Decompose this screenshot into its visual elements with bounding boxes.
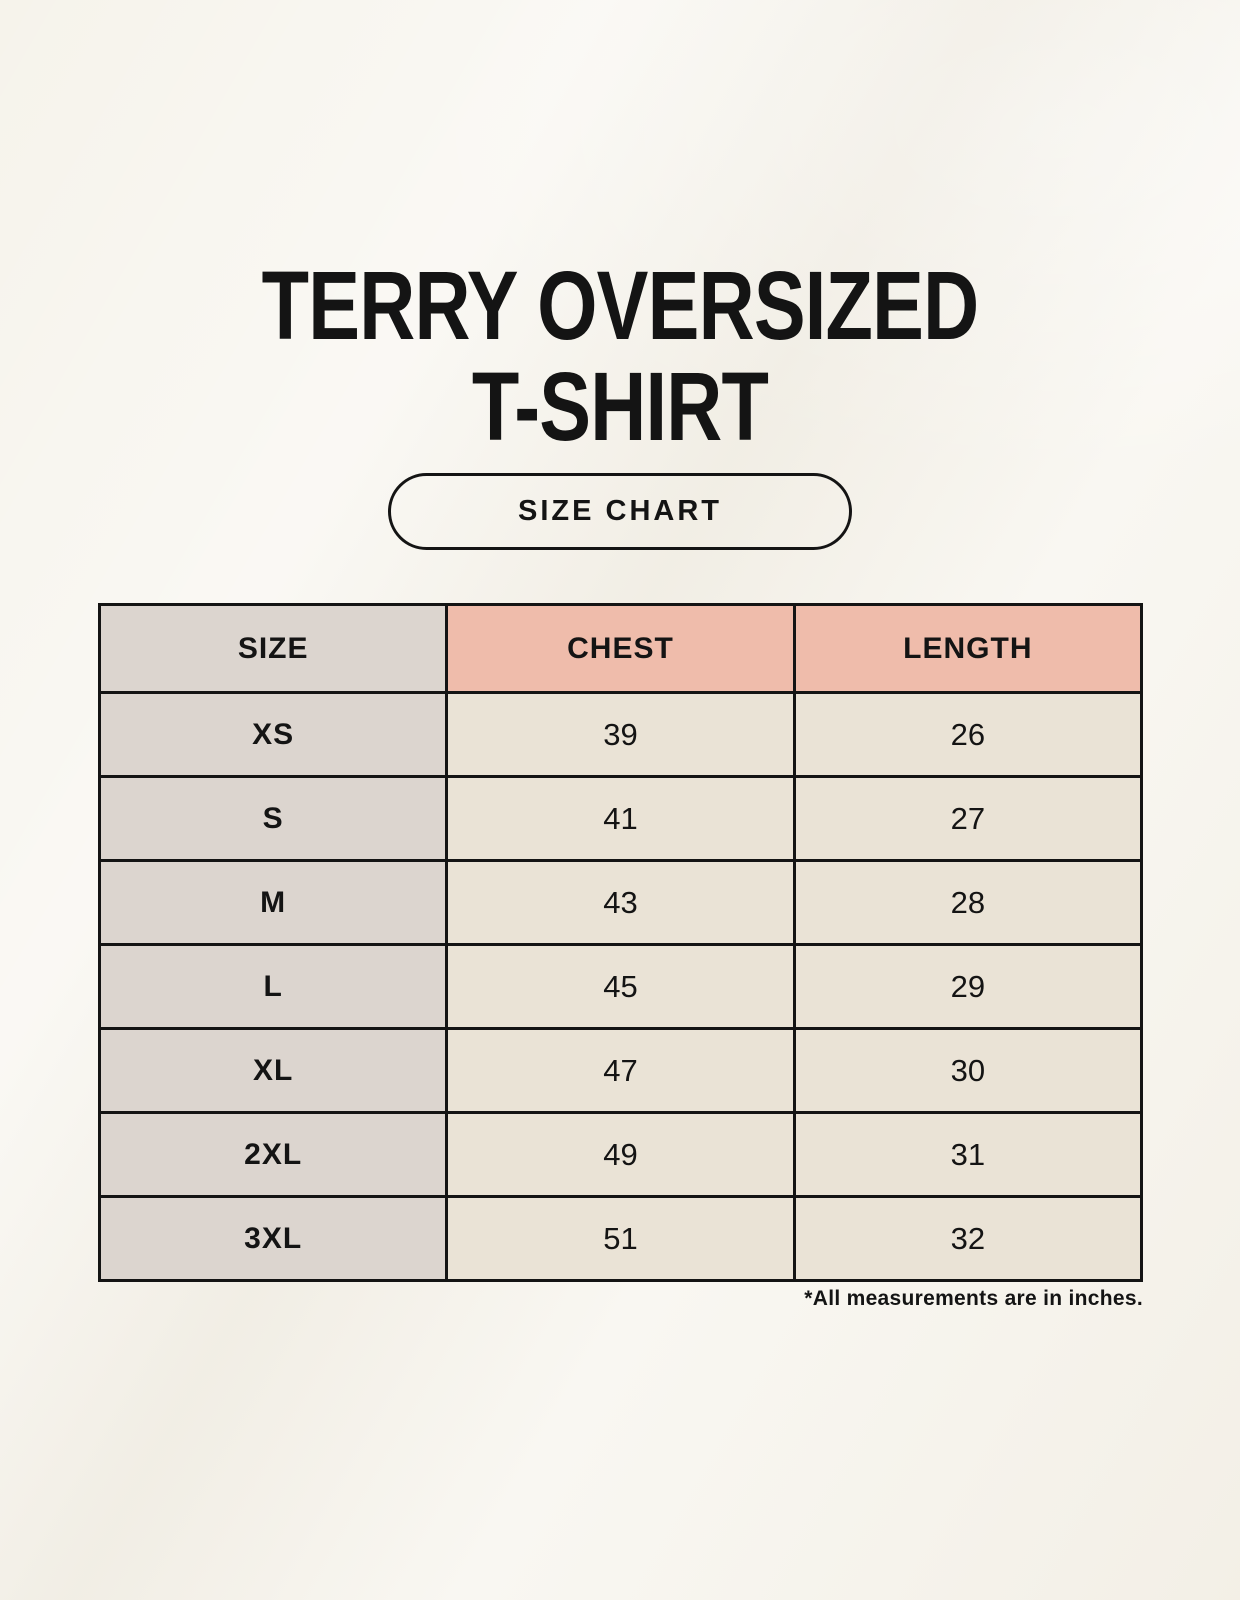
column-header-chest: CHEST: [445, 603, 796, 694]
column-header-size: SIZE: [97, 603, 449, 694]
table-row: L 45 29: [97, 943, 1144, 1030]
table-row: XS 39 26: [97, 691, 1144, 778]
length-cell: 30: [792, 1027, 1144, 1114]
length-cell: 32: [792, 1195, 1144, 1282]
size-table-body: XS 39 26 S 41 27 M 43 28 L 45 29 XL 47 30 2XL 49 31 3XL 51 3…: [97, 691, 1144, 1282]
chest-cell: 41: [445, 775, 796, 862]
size-cell: S: [97, 775, 449, 862]
length-cell: 28: [792, 859, 1144, 946]
size-chart-table: SIZE CHEST LENGTH XS 39 26 S 41 27 M 43 28 L 45 29 X…: [97, 603, 1144, 1282]
size-cell: M: [97, 859, 449, 946]
column-header-length: LENGTH: [792, 603, 1144, 694]
page-title-line-1: TERRY OVERSIZED: [261, 251, 980, 360]
size-cell: XL: [97, 1027, 449, 1114]
size-cell: XS: [97, 691, 449, 778]
chest-cell: 51: [445, 1195, 796, 1282]
measurements-note: *All measurements are in inches.: [804, 1287, 1143, 1310]
length-cell: 27: [792, 775, 1144, 862]
table-row: 2XL 49 31: [97, 1111, 1144, 1198]
table-row: M 43 28: [97, 859, 1144, 946]
table-row: 3XL 51 32: [97, 1195, 1144, 1282]
table-row: S 41 27: [97, 775, 1144, 862]
length-cell: 31: [792, 1111, 1144, 1198]
chest-cell: 49: [445, 1111, 796, 1198]
length-cell: 26: [792, 691, 1144, 778]
size-chart-pill: SIZE CHART: [388, 473, 852, 550]
table-header-row: SIZE CHEST LENGTH: [97, 603, 1144, 694]
length-cell: 29: [792, 943, 1144, 1030]
chest-cell: 47: [445, 1027, 796, 1114]
table-row: XL 47 30: [97, 1027, 1144, 1114]
page-title-line-2: T-SHIRT: [471, 351, 769, 461]
chest-cell: 45: [445, 943, 796, 1030]
size-table-head: SIZE CHEST LENGTH: [97, 603, 1144, 694]
chest-cell: 43: [445, 859, 796, 946]
size-cell: L: [97, 943, 449, 1030]
size-cell: 2XL: [97, 1111, 449, 1198]
size-chart-pill-label: SIZE CHART: [518, 495, 722, 527]
page-title: TERRY OVERSIZED T-SHIRT: [124, 251, 1116, 461]
size-cell: 3XL: [97, 1195, 449, 1282]
chest-cell: 39: [445, 691, 796, 778]
